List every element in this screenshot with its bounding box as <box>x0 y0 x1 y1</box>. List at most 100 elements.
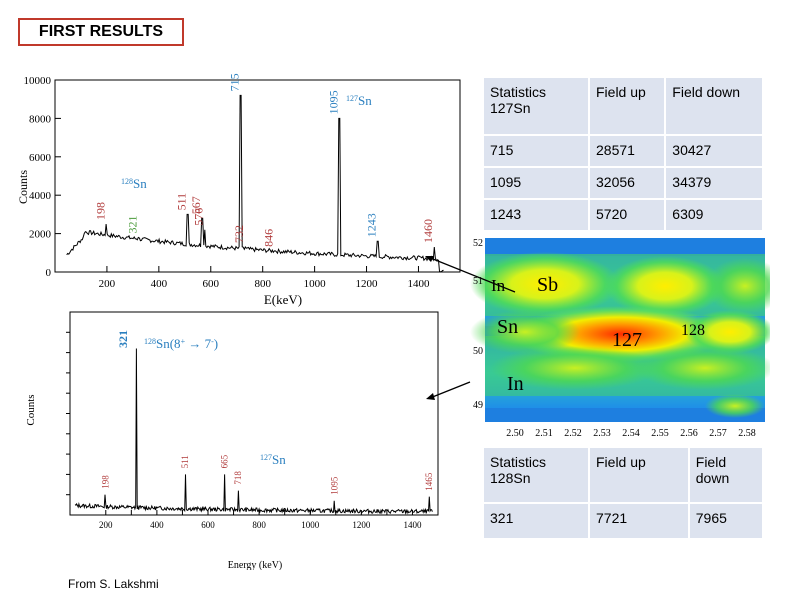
upper-spectrum-trace <box>66 94 444 273</box>
lower-spectrum-xlabel: Energy (keV) <box>228 560 283 570</box>
upper-spectrum-x-tick-label: 1400 <box>407 278 430 290</box>
peak-label-732: 732 <box>232 225 246 243</box>
upper-spectrum-y-tick-label: 0 <box>46 267 52 279</box>
upper-spectrum-xlabel: E(keV) <box>264 292 302 307</box>
table-cell: 1243 <box>482 198 590 232</box>
table-cell: 30427 <box>664 134 764 168</box>
table-cell: Field up <box>587 76 667 136</box>
table-cell: Statistics 127Sn <box>482 76 590 136</box>
gate-321-label: 321 <box>116 330 130 348</box>
upper-spectrum-isotope-label: 127Sn <box>346 93 372 108</box>
heatmap-label-in-top: In <box>491 276 506 295</box>
table-cell: Field down <box>664 76 764 136</box>
heatmap-x-tick-label: 2.56 <box>680 428 698 439</box>
table-row: 321 7721 7965 <box>482 502 765 540</box>
upper-spectrum-chart: 0 2000 4000 6000 8000 10000 200 400 600 800 1000 12… <box>16 73 461 307</box>
heatmap-y-tick-label: 51 <box>473 276 483 287</box>
lower-spectrum-isotope-label: 127Sn <box>260 452 286 467</box>
heatmap-label-sb: Sb <box>537 274 558 296</box>
lower-peak-label-198: 198 <box>100 475 110 489</box>
table-cell: 5720 <box>587 198 667 232</box>
table-row: Statistics 127Sn Field up Field down <box>482 76 764 136</box>
heatmap-x-tick-label: 2.58 <box>738 428 756 439</box>
table-row: 1095 32056 34379 <box>482 166 764 200</box>
peak-label-567: 567 <box>189 196 203 214</box>
table-row: 715 28571 30427 <box>482 134 764 168</box>
heatmap-label-sn: Sn <box>497 316 518 338</box>
isomer-transition-label: 128Sn(8+ → 7-) <box>144 336 218 351</box>
lower-spectrum-ylabel: Counts <box>25 394 37 425</box>
upper-spectrum-y-tick-label: 8000 <box>29 113 52 125</box>
heatmap-x-tick-label: 2.57 <box>709 428 727 439</box>
heatmap-label-in-bottom: In <box>507 373 524 395</box>
table-cell: Field down <box>687 446 765 504</box>
heatmap-x-tick-label: 2.54 <box>622 428 640 439</box>
peak-label-715: 715 <box>228 73 242 91</box>
lower-spectrum-x-tick-label: 600 <box>201 520 215 530</box>
heatmap-label-127: 127 <box>612 329 642 351</box>
statistics-128sn-table: Statistics 128Sn Field up Field down 321… <box>482 446 765 540</box>
lower-peak-label-511: 511 <box>180 455 190 468</box>
heatmap-x-tick-label: 2.51 <box>535 428 553 439</box>
heatmap-x-tick-label: 2.52 <box>564 428 582 439</box>
upper-spectrum-x-tick-label: 800 <box>254 278 271 290</box>
table-cell: 34379 <box>664 166 764 200</box>
lower-peak-label-1095: 1095 <box>330 476 340 495</box>
table-cell: Field up <box>588 446 690 504</box>
upper-spectrum-128sn-label: 128Sn <box>121 176 147 191</box>
upper-spectrum-y-tick-label: 4000 <box>29 190 52 202</box>
lower-peak-label-665: 665 <box>220 454 230 468</box>
table-cell: 32056 <box>587 166 667 200</box>
heatmap-x-tick-label: 2.50 <box>506 428 524 439</box>
heatmap-y-tick-label: 52 <box>473 238 483 249</box>
upper-spectrum-frame <box>54 79 461 273</box>
upper-spectrum-x-tick-label: 200 <box>99 278 116 290</box>
upper-spectrum-y-tick-label: 10000 <box>24 75 52 87</box>
table-cell: Statistics 128Sn <box>482 446 590 504</box>
peak-label-1243: 1243 <box>365 213 379 237</box>
peak-label-576: 576 <box>192 208 206 226</box>
lower-peak-label-718: 718 <box>233 471 243 485</box>
statistics-127sn-table: Statistics 127Sn Field up Field down 715… <box>482 76 764 232</box>
lower-spectrum-x-tick-label: 800 <box>252 520 266 530</box>
heatmap-y-tick-label: 49 <box>473 400 483 411</box>
table-cell: 7721 <box>588 502 690 540</box>
heatmap-label-128: 128 <box>681 322 705 339</box>
lower-spectrum-x-tick-label: 1200 <box>352 520 371 530</box>
heatmap-x-tick-label: 2.53 <box>593 428 611 439</box>
upper-spectrum-x-tick-label: 1000 <box>304 278 327 290</box>
peak-label-511: 511 <box>175 193 189 211</box>
source-credit: From S. Lakshmi <box>68 577 159 591</box>
lower-peak-label-1465: 1465 <box>424 472 434 491</box>
peak-label-846: 846 <box>262 229 276 247</box>
table-cell: 1095 <box>482 166 590 200</box>
upper-spectrum-y-tick-label: 6000 <box>29 152 52 164</box>
upper-spectrum-x-tick-label: 600 <box>203 278 220 290</box>
lower-spectrum-x-tick-label: 200 <box>99 520 113 530</box>
lower-spectrum-x-tick-label: 1400 <box>403 520 422 530</box>
peak-label-1095: 1095 <box>326 90 340 114</box>
peak-label-1460: 1460 <box>421 219 435 243</box>
table-cell: 715 <box>482 134 590 168</box>
upper-spectrum-y-tick-label: 2000 <box>29 229 52 241</box>
lower-spectrum-trace <box>74 348 433 515</box>
isotope-heatmap: 52 51 50 49 2.50 2.51 2.52 2.53 2.54 2.55 2.56 2.57… <box>470 238 770 442</box>
upper-spectrum-ylabel: Counts <box>16 170 30 204</box>
lower-spectrum-x-tick-label: 1000 <box>301 520 320 530</box>
table-cell: 321 <box>482 502 590 540</box>
table-cell: 28571 <box>587 134 667 168</box>
upper-spectrum-x-tick-label: 1200 <box>356 278 379 290</box>
heatmap-x-tick-label: 2.55 <box>651 428 669 439</box>
heatmap-y-tick-label: 50 <box>473 346 483 357</box>
table-row: 1243 5720 6309 <box>482 198 764 232</box>
peak-label-321: 321 <box>125 215 139 233</box>
page-title: FIRST RESULTS <box>18 18 184 46</box>
heatmap-plot-area <box>470 238 770 442</box>
table-cell: 6309 <box>664 198 764 232</box>
upper-spectrum-x-tick-label: 400 <box>151 278 168 290</box>
table-row: Statistics 128Sn Field up Field down <box>482 446 765 504</box>
peak-label-198: 198 <box>93 202 107 220</box>
lower-spectrum-x-tick-label: 400 <box>150 520 164 530</box>
table-cell: 7965 <box>687 502 765 540</box>
